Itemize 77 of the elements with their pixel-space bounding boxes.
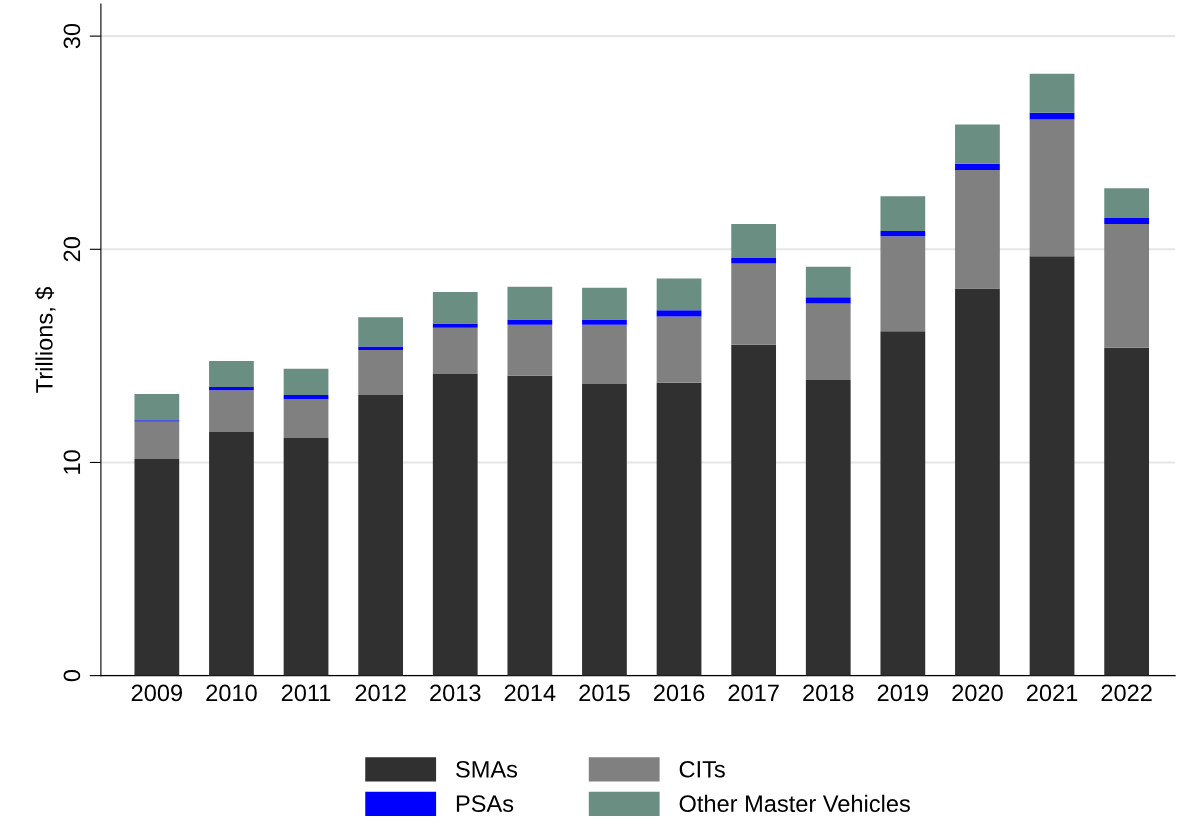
x-tick-label: 2014 [504, 684, 556, 702]
bar [134, 394, 180, 421]
bar [582, 324, 627, 385]
y-tick-label: 0 [63, 669, 81, 682]
bar [432, 291, 478, 324]
y-tick-label: 20 [63, 237, 81, 262]
bar [283, 399, 329, 438]
bar [1029, 256, 1075, 676]
bar [358, 346, 404, 350]
bar [432, 374, 478, 676]
bar [283, 368, 329, 395]
x-tick-label: 2021 [1026, 684, 1078, 702]
bar [209, 360, 254, 387]
legend-label: Other Master Vehicles [679, 794, 910, 813]
x-tick-label: 2018 [803, 684, 854, 702]
bar [880, 331, 926, 676]
x-tick-label: 2017 [728, 684, 779, 702]
bar [432, 323, 478, 328]
bar [805, 266, 851, 298]
x-tick-label: 2009 [131, 684, 182, 702]
bar [358, 394, 404, 676]
bar [1104, 188, 1150, 218]
bar [507, 319, 553, 325]
bar [656, 278, 702, 311]
x-tick-label: 2020 [952, 684, 1003, 702]
bar [1029, 119, 1075, 257]
bar [283, 437, 329, 676]
y-tick-label: 30 [63, 23, 81, 49]
bar [582, 319, 627, 325]
bar [1029, 73, 1075, 113]
bar [134, 421, 180, 460]
bar [955, 288, 1000, 676]
bar [358, 349, 404, 395]
bar [209, 431, 254, 676]
bar [358, 317, 404, 347]
x-tick-label: 2012 [355, 684, 406, 702]
bar [731, 258, 777, 264]
bar [582, 384, 627, 676]
x-tick-label: 2022 [1101, 684, 1152, 702]
bar [1104, 217, 1150, 224]
bar [507, 286, 553, 320]
bar [656, 310, 702, 317]
bar [507, 324, 553, 376]
bar [805, 303, 851, 380]
bar [283, 394, 329, 400]
bar [1104, 223, 1150, 348]
bar [880, 196, 926, 231]
bar [731, 344, 777, 676]
bar [656, 382, 702, 676]
x-tick-label: 2013 [430, 684, 481, 702]
bar [209, 390, 254, 432]
y-axis-title: Trillions, $ [34, 286, 56, 393]
x-tick-label: 2016 [653, 684, 705, 702]
legend-label: PSAs [456, 795, 514, 813]
x-tick-label: 2019 [877, 684, 928, 702]
bar [134, 459, 180, 676]
bar [1104, 347, 1150, 676]
bar [880, 236, 926, 332]
x-tick-label: 2015 [579, 684, 630, 702]
y-tick-label: 10 [63, 450, 81, 474]
bar [731, 223, 777, 259]
bar [955, 124, 1000, 164]
legend-label: CITs [679, 760, 725, 778]
bar [880, 230, 926, 237]
x-tick-label: 2011 [281, 684, 331, 702]
bar [955, 169, 1000, 289]
legend-label: SMAs [456, 760, 518, 778]
bar [955, 163, 1000, 170]
bar [805, 297, 851, 304]
bar [805, 379, 851, 676]
bar [731, 263, 777, 345]
bar [582, 287, 627, 320]
bar [432, 327, 478, 374]
bar [507, 375, 553, 676]
x-tick-label: 2010 [206, 684, 257, 702]
bar [656, 316, 702, 383]
bar [209, 387, 254, 391]
